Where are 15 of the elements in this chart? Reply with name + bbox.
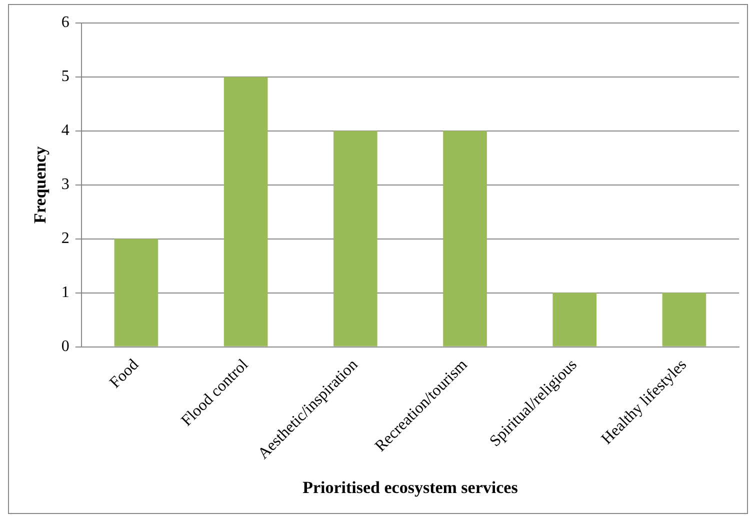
bar [552,292,597,346]
bar [333,130,378,346]
y-tick-label: 4 [61,122,70,140]
y-tick-label: 0 [61,338,70,355]
y-tick-label: 2 [61,230,70,248]
bar [443,130,487,346]
y-tick-label: 5 [61,68,70,86]
y-tick-label: 3 [61,176,70,194]
bar [662,292,706,346]
bar [224,76,268,346]
y-tick-label: 1 [61,284,70,302]
y-axis-title: Frequency [30,146,50,224]
x-axis-title: Prioritised ecosystem services [302,478,518,498]
bar [114,238,158,346]
y-tick-label: 6 [61,14,70,32]
